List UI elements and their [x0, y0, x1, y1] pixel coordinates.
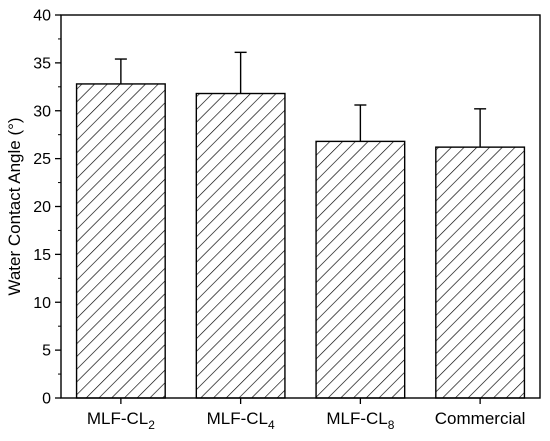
bar	[75, 83, 166, 399]
bars-layer	[75, 83, 526, 399]
y-tick-label: 15	[33, 247, 51, 264]
y-tick-label: 30	[33, 103, 51, 120]
y-tick-label: 5	[42, 343, 51, 360]
x-tick-label: MLF-CL2	[87, 409, 155, 432]
y-tick-label: 0	[42, 391, 51, 408]
x-tick-label-base: Commercial	[435, 409, 526, 428]
x-tick-label-subscript: 4	[268, 418, 275, 432]
bar	[315, 140, 406, 399]
x-axis: MLF-CL2 MLF-CL4 MLF-CL8 Commercial	[87, 398, 526, 432]
x-tick-label-subscript: 8	[388, 418, 395, 432]
y-tick-label: 20	[33, 199, 51, 216]
x-tick-label: Commercial	[435, 409, 526, 428]
x-tick-label-base: MLF-CL	[207, 409, 268, 428]
x-tick-label: MLF-CL8	[326, 409, 394, 432]
y-tick-label: 25	[33, 151, 51, 168]
bar	[195, 92, 286, 399]
x-tick-label-subscript: 2	[148, 418, 155, 432]
y-axis-label: Water Contact Angle (°)	[5, 117, 24, 295]
x-tick-label: MLF-CL4	[207, 409, 275, 432]
x-tick-label-base: MLF-CL	[326, 409, 387, 428]
y-tick-label: 40	[33, 8, 51, 25]
y-tick-label: 35	[33, 55, 51, 72]
y-tick-label: 10	[33, 295, 51, 312]
error-bars-layer	[114, 51, 487, 148]
x-tick-label-base: MLF-CL	[87, 409, 148, 428]
bar	[435, 146, 526, 399]
y-axis: 0 5 10 15 20 25 30 35 40	[33, 8, 61, 408]
